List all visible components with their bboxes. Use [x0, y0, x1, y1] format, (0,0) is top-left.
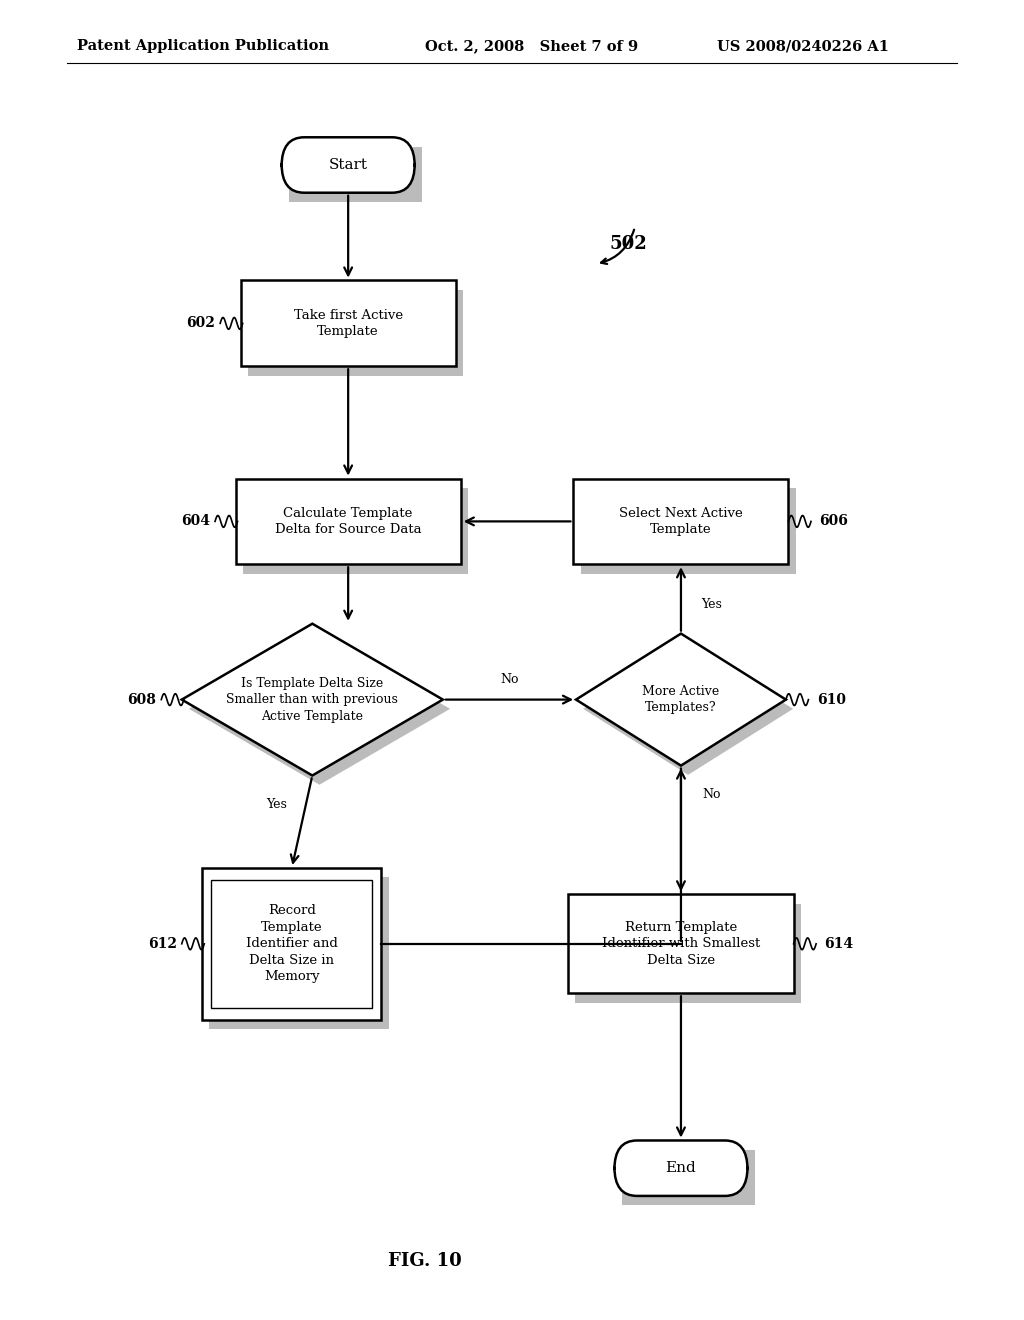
Text: US 2008/0240226 A1: US 2008/0240226 A1: [717, 40, 889, 53]
Text: Is Template Delta Size
Smaller than with previous
Active Template: Is Template Delta Size Smaller than with…: [226, 677, 398, 722]
FancyBboxPatch shape: [289, 147, 422, 202]
Text: Patent Application Publication: Patent Application Publication: [77, 40, 329, 53]
Text: Select Next Active
Template: Select Next Active Template: [620, 507, 742, 536]
Text: 502: 502: [609, 235, 647, 253]
Polygon shape: [188, 634, 451, 784]
Text: Return Template
Identifier with Smallest
Delta Size: Return Template Identifier with Smallest…: [602, 921, 760, 966]
Text: Start: Start: [329, 158, 368, 172]
Text: Yes: Yes: [701, 598, 722, 611]
Text: Take first Active
Template: Take first Active Template: [294, 309, 402, 338]
Text: 608: 608: [127, 693, 156, 706]
Text: Yes: Yes: [266, 799, 287, 810]
FancyBboxPatch shape: [614, 1140, 748, 1196]
Text: More Active
Templates?: More Active Templates?: [642, 685, 720, 714]
FancyBboxPatch shape: [236, 479, 461, 565]
FancyBboxPatch shape: [248, 290, 463, 375]
FancyBboxPatch shape: [282, 137, 415, 193]
Polygon shape: [584, 643, 794, 775]
FancyBboxPatch shape: [573, 479, 788, 565]
FancyBboxPatch shape: [241, 280, 456, 366]
Polygon shape: [575, 634, 786, 766]
Text: 602: 602: [186, 317, 215, 330]
FancyBboxPatch shape: [581, 487, 796, 573]
FancyBboxPatch shape: [575, 904, 801, 1003]
Text: 610: 610: [817, 693, 846, 706]
Text: Record
Template
Identifier and
Delta Size in
Memory: Record Template Identifier and Delta Siz…: [246, 904, 338, 983]
FancyBboxPatch shape: [622, 1150, 755, 1205]
Text: 606: 606: [819, 515, 848, 528]
Text: 614: 614: [824, 937, 853, 950]
Text: 604: 604: [181, 515, 210, 528]
Text: FIG. 10: FIG. 10: [388, 1251, 462, 1270]
Text: No: No: [500, 673, 519, 686]
Text: End: End: [666, 1162, 696, 1175]
Text: Calculate Template
Delta for Source Data: Calculate Template Delta for Source Data: [274, 507, 422, 536]
Text: No: No: [702, 788, 721, 801]
Text: 612: 612: [147, 937, 176, 950]
Text: Oct. 2, 2008   Sheet 7 of 9: Oct. 2, 2008 Sheet 7 of 9: [425, 40, 638, 53]
FancyBboxPatch shape: [202, 869, 381, 1020]
FancyBboxPatch shape: [209, 878, 388, 1030]
FancyBboxPatch shape: [243, 487, 468, 573]
Polygon shape: [182, 624, 442, 776]
FancyBboxPatch shape: [568, 895, 794, 993]
